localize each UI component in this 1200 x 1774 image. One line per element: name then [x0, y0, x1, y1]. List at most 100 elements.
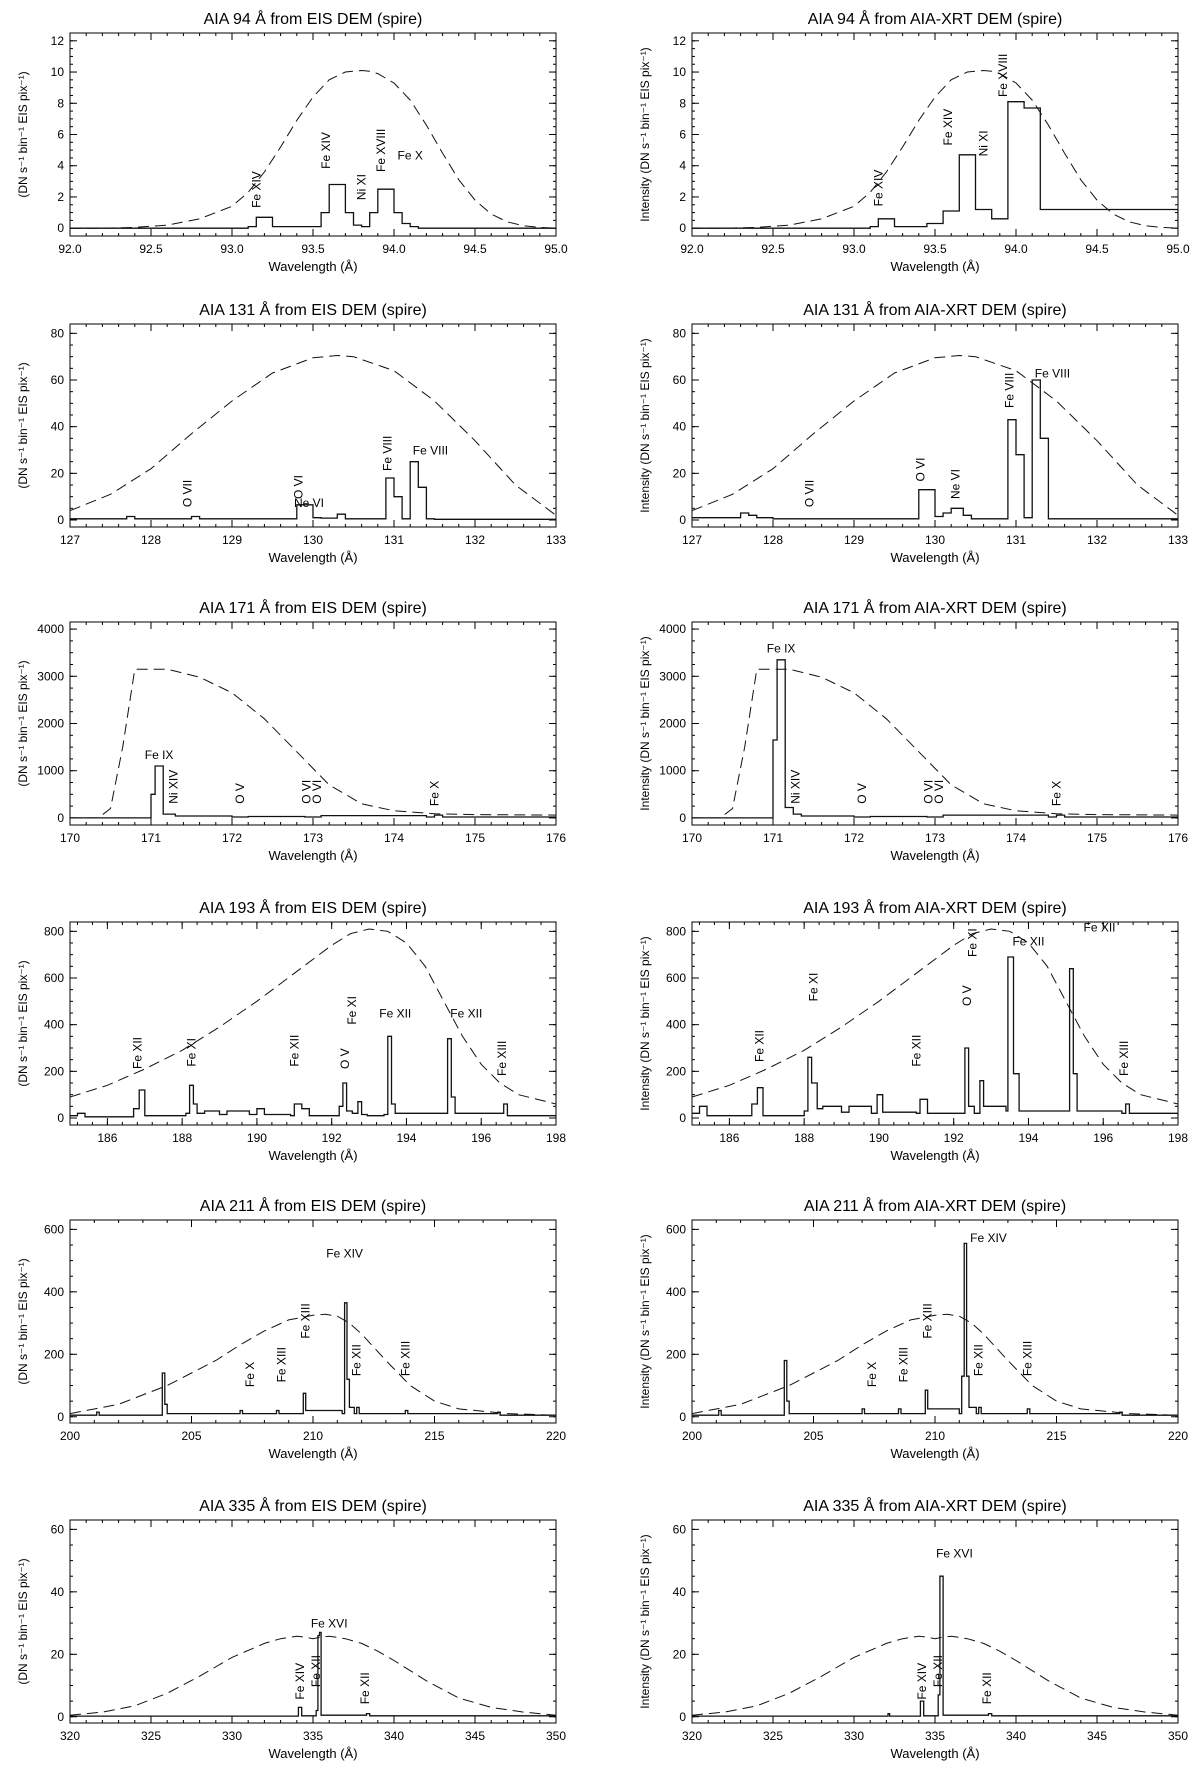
- line-annotation: Fe X: [428, 781, 442, 806]
- x-tick-label: 94.5: [1085, 242, 1109, 256]
- x-tick-label: 196: [1093, 1131, 1113, 1145]
- line-annotation: Fe XIII: [1117, 1041, 1131, 1076]
- x-tick-label: 220: [1168, 1429, 1188, 1443]
- aia-response-curve: [70, 69, 556, 229]
- x-tick-label: 127: [682, 533, 702, 547]
- y-tick-label: 400: [666, 1018, 686, 1032]
- chart-title: AIA 211 Å from EIS DEM (spire): [200, 1196, 426, 1215]
- x-tick-label: 186: [719, 1131, 739, 1145]
- line-annotation: Fe XI: [965, 928, 979, 957]
- x-tick-label: 186: [97, 1131, 117, 1145]
- x-tick-label: 330: [222, 1729, 242, 1743]
- chart-title: AIA 193 Å from EIS DEM (spire): [199, 898, 427, 917]
- aia-response-curve: [692, 1313, 1178, 1416]
- x-tick-label: 133: [546, 533, 566, 547]
- y-tick-label: 10: [51, 65, 65, 79]
- line-annotation: Fe XIV: [326, 1246, 363, 1260]
- chart-title: AIA 131 Å from EIS DEM (spire): [199, 300, 427, 319]
- y-tick-label: 8: [679, 96, 686, 110]
- line-annotation: Fe XIV: [871, 170, 885, 207]
- line-annotation: O V: [960, 985, 974, 1006]
- spectrum-line: [692, 101, 1178, 229]
- y-tick-label: 6: [679, 128, 686, 142]
- x-tick-label: 194: [396, 1131, 416, 1145]
- aia-response-curve: [70, 1635, 556, 1716]
- line-annotation: Fe VIII: [381, 436, 395, 471]
- y-tick-label: 60: [51, 1522, 65, 1536]
- line-annotation: O V: [338, 1048, 352, 1069]
- x-tick-label: 350: [546, 1729, 566, 1743]
- x-tick-label: 345: [1087, 1729, 1107, 1743]
- y-tick-label: 8: [57, 96, 64, 110]
- panel-211-xrt: AIA 211 Å from AIA-XRT DEM (spire) 200 205…: [638, 1196, 1188, 1461]
- x-tick-label: 93.5: [923, 242, 947, 256]
- plot-frame: [691, 1519, 1179, 1724]
- line-annotation: Fe XII: [1083, 920, 1115, 934]
- aia-response-curve: [70, 668, 556, 819]
- y-tick-label: 0: [679, 1710, 686, 1724]
- x-axis-label: Wavelength (Å): [268, 1746, 357, 1761]
- line-annotation: Fe XIV: [915, 1663, 929, 1700]
- y-tick-label: 0: [679, 221, 686, 235]
- y-tick-label: 2000: [37, 717, 64, 731]
- y-tick-label: 6: [57, 128, 64, 142]
- x-axis-label: Wavelength (Å): [268, 848, 357, 863]
- x-tick-label: 174: [384, 831, 404, 845]
- y-tick-label: 200: [44, 1064, 64, 1078]
- aia-response-curve: [70, 354, 556, 516]
- y-axis-label: (DN s⁻¹ bin⁻¹ EIS pix⁻¹): [16, 1558, 30, 1684]
- x-tick-label: 133: [1168, 533, 1188, 547]
- y-tick-label: 1000: [37, 764, 64, 778]
- chart-title: AIA 94 Å from AIA-XRT DEM (spire): [808, 9, 1063, 28]
- line-annotation: Fe X: [1050, 781, 1064, 806]
- spectrum-line: [70, 1302, 556, 1416]
- line-annotation: Fe XII: [309, 1655, 323, 1687]
- y-axis-label: Intensity (DN s⁻¹ bin⁻¹ EIS pix⁻¹): [638, 936, 652, 1110]
- line-annotation: O VII: [180, 480, 194, 507]
- y-tick-label: 1000: [659, 764, 686, 778]
- chart-title: AIA 131 Å from AIA-XRT DEM (spire): [803, 300, 1067, 319]
- spectrum-line: [70, 1035, 556, 1118]
- x-tick-label: 325: [763, 1729, 783, 1743]
- x-tick-label: 192: [944, 1131, 964, 1145]
- y-tick-label: 4000: [659, 622, 686, 636]
- line-annotation: O V: [855, 783, 869, 804]
- y-tick-label: 0: [57, 513, 64, 527]
- aia-response-curve: [692, 69, 1178, 229]
- y-tick-label: 600: [44, 1222, 64, 1236]
- x-tick-label: 172: [222, 831, 242, 845]
- line-annotation: O VI: [291, 475, 305, 499]
- spectrum-line: [692, 379, 1178, 520]
- y-axis-label: Intensity (DN s⁻¹ bin⁻¹ EIS pix⁻¹): [638, 1234, 652, 1408]
- chart-title: AIA 171 Å from EIS DEM (spire): [199, 598, 427, 617]
- line-annotation: Fe XIII: [921, 1303, 935, 1338]
- x-axis-label: Wavelength (Å): [268, 259, 357, 274]
- line-annotation: O VI: [913, 457, 927, 481]
- y-axis-label: Intensity (DN s⁻¹ bin⁻¹ EIS pix⁻¹): [638, 338, 652, 512]
- y-axis-label: (DN s⁻¹ bin⁻¹ EIS pix⁻¹): [16, 71, 30, 197]
- aia-response-curve: [70, 1313, 556, 1416]
- line-annotation: O VI: [922, 780, 936, 804]
- x-axis-label: Wavelength (Å): [890, 848, 979, 863]
- line-annotation: Fe XII: [980, 1672, 994, 1704]
- y-axis-label: (DN s⁻¹ bin⁻¹ EIS pix⁻¹): [16, 960, 30, 1086]
- line-annotation: Fe XII: [379, 1007, 411, 1021]
- chart-title: AIA 171 Å from AIA-XRT DEM (spire): [803, 598, 1067, 617]
- y-tick-label: 400: [44, 1018, 64, 1032]
- x-tick-label: 345: [465, 1729, 485, 1743]
- x-axis-label: Wavelength (Å): [268, 1446, 357, 1461]
- y-tick-label: 4: [679, 159, 686, 173]
- aia-response-curve: [692, 928, 1178, 1105]
- x-tick-label: 92.0: [58, 242, 82, 256]
- x-tick-label: 129: [222, 533, 242, 547]
- x-tick-label: 129: [844, 533, 864, 547]
- x-tick-label: 220: [546, 1429, 566, 1443]
- y-tick-label: 0: [57, 1111, 64, 1125]
- line-annotation: Fe XVIII: [374, 129, 388, 172]
- x-tick-label: 190: [869, 1131, 889, 1145]
- line-annotation: Fe XIV: [293, 1663, 307, 1700]
- x-tick-label: 205: [181, 1429, 201, 1443]
- plot-frame: [69, 32, 557, 237]
- x-tick-label: 176: [546, 831, 566, 845]
